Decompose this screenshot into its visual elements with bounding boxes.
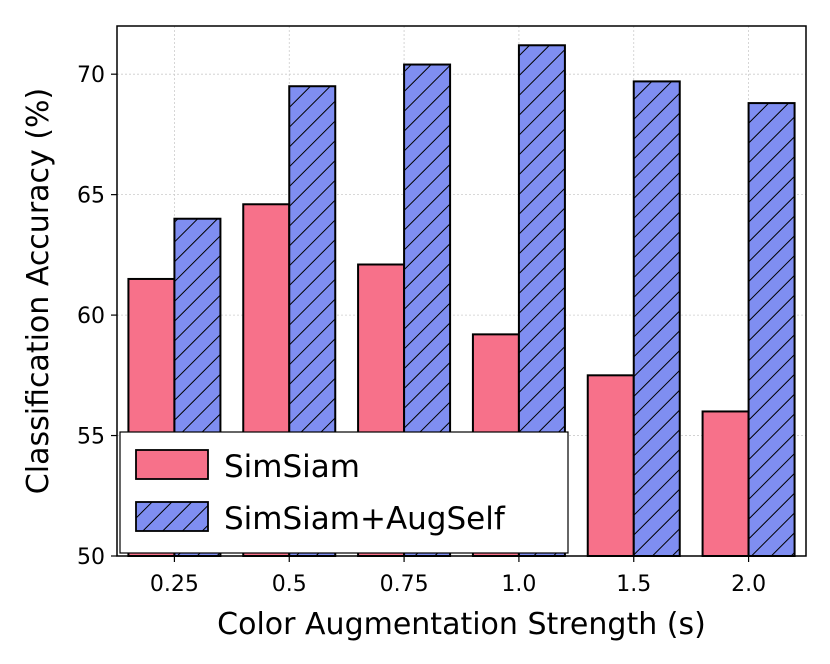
y-tick-label: 65	[77, 184, 105, 209]
bar-simsiam	[701, 410, 750, 558]
bar-simsiam-augself	[632, 80, 681, 557]
y-axis-label: Classification Accuracy (%)	[21, 88, 56, 494]
x-tick-label: 1.5	[616, 572, 651, 597]
x-tick-label: 0.75	[380, 572, 429, 597]
legend-swatch-simsiam-augself	[135, 501, 209, 532]
legend: SimSiam SimSiam+AugSelf	[119, 431, 569, 554]
y-tick-label: 50	[77, 545, 105, 570]
legend-label-simsiam-augself: SimSiam+AugSelf	[224, 501, 506, 537]
plot-frame	[116, 25, 807, 557]
x-tick-label: 1.0	[501, 572, 536, 597]
y-tick-label: 60	[77, 304, 105, 329]
axes: 50 55 60 65 70 0.25 0.5 0.75 1.0 1.5 2.0	[77, 63, 766, 597]
y-tick-label: 70	[77, 63, 105, 88]
x-tick-label: 2.0	[731, 572, 766, 597]
x-axis-label: Color Augmentation Strength (s)	[217, 607, 706, 642]
x-tick-label: 0.5	[272, 572, 307, 597]
bar-simsiam	[586, 374, 635, 557]
y-tick-label: 55	[77, 425, 105, 450]
legend-swatch-simsiam	[135, 449, 209, 480]
legend-label-simsiam: SimSiam	[224, 449, 360, 485]
bar-simsiam-augself	[747, 102, 796, 557]
x-tick-label: 0.25	[150, 572, 199, 597]
